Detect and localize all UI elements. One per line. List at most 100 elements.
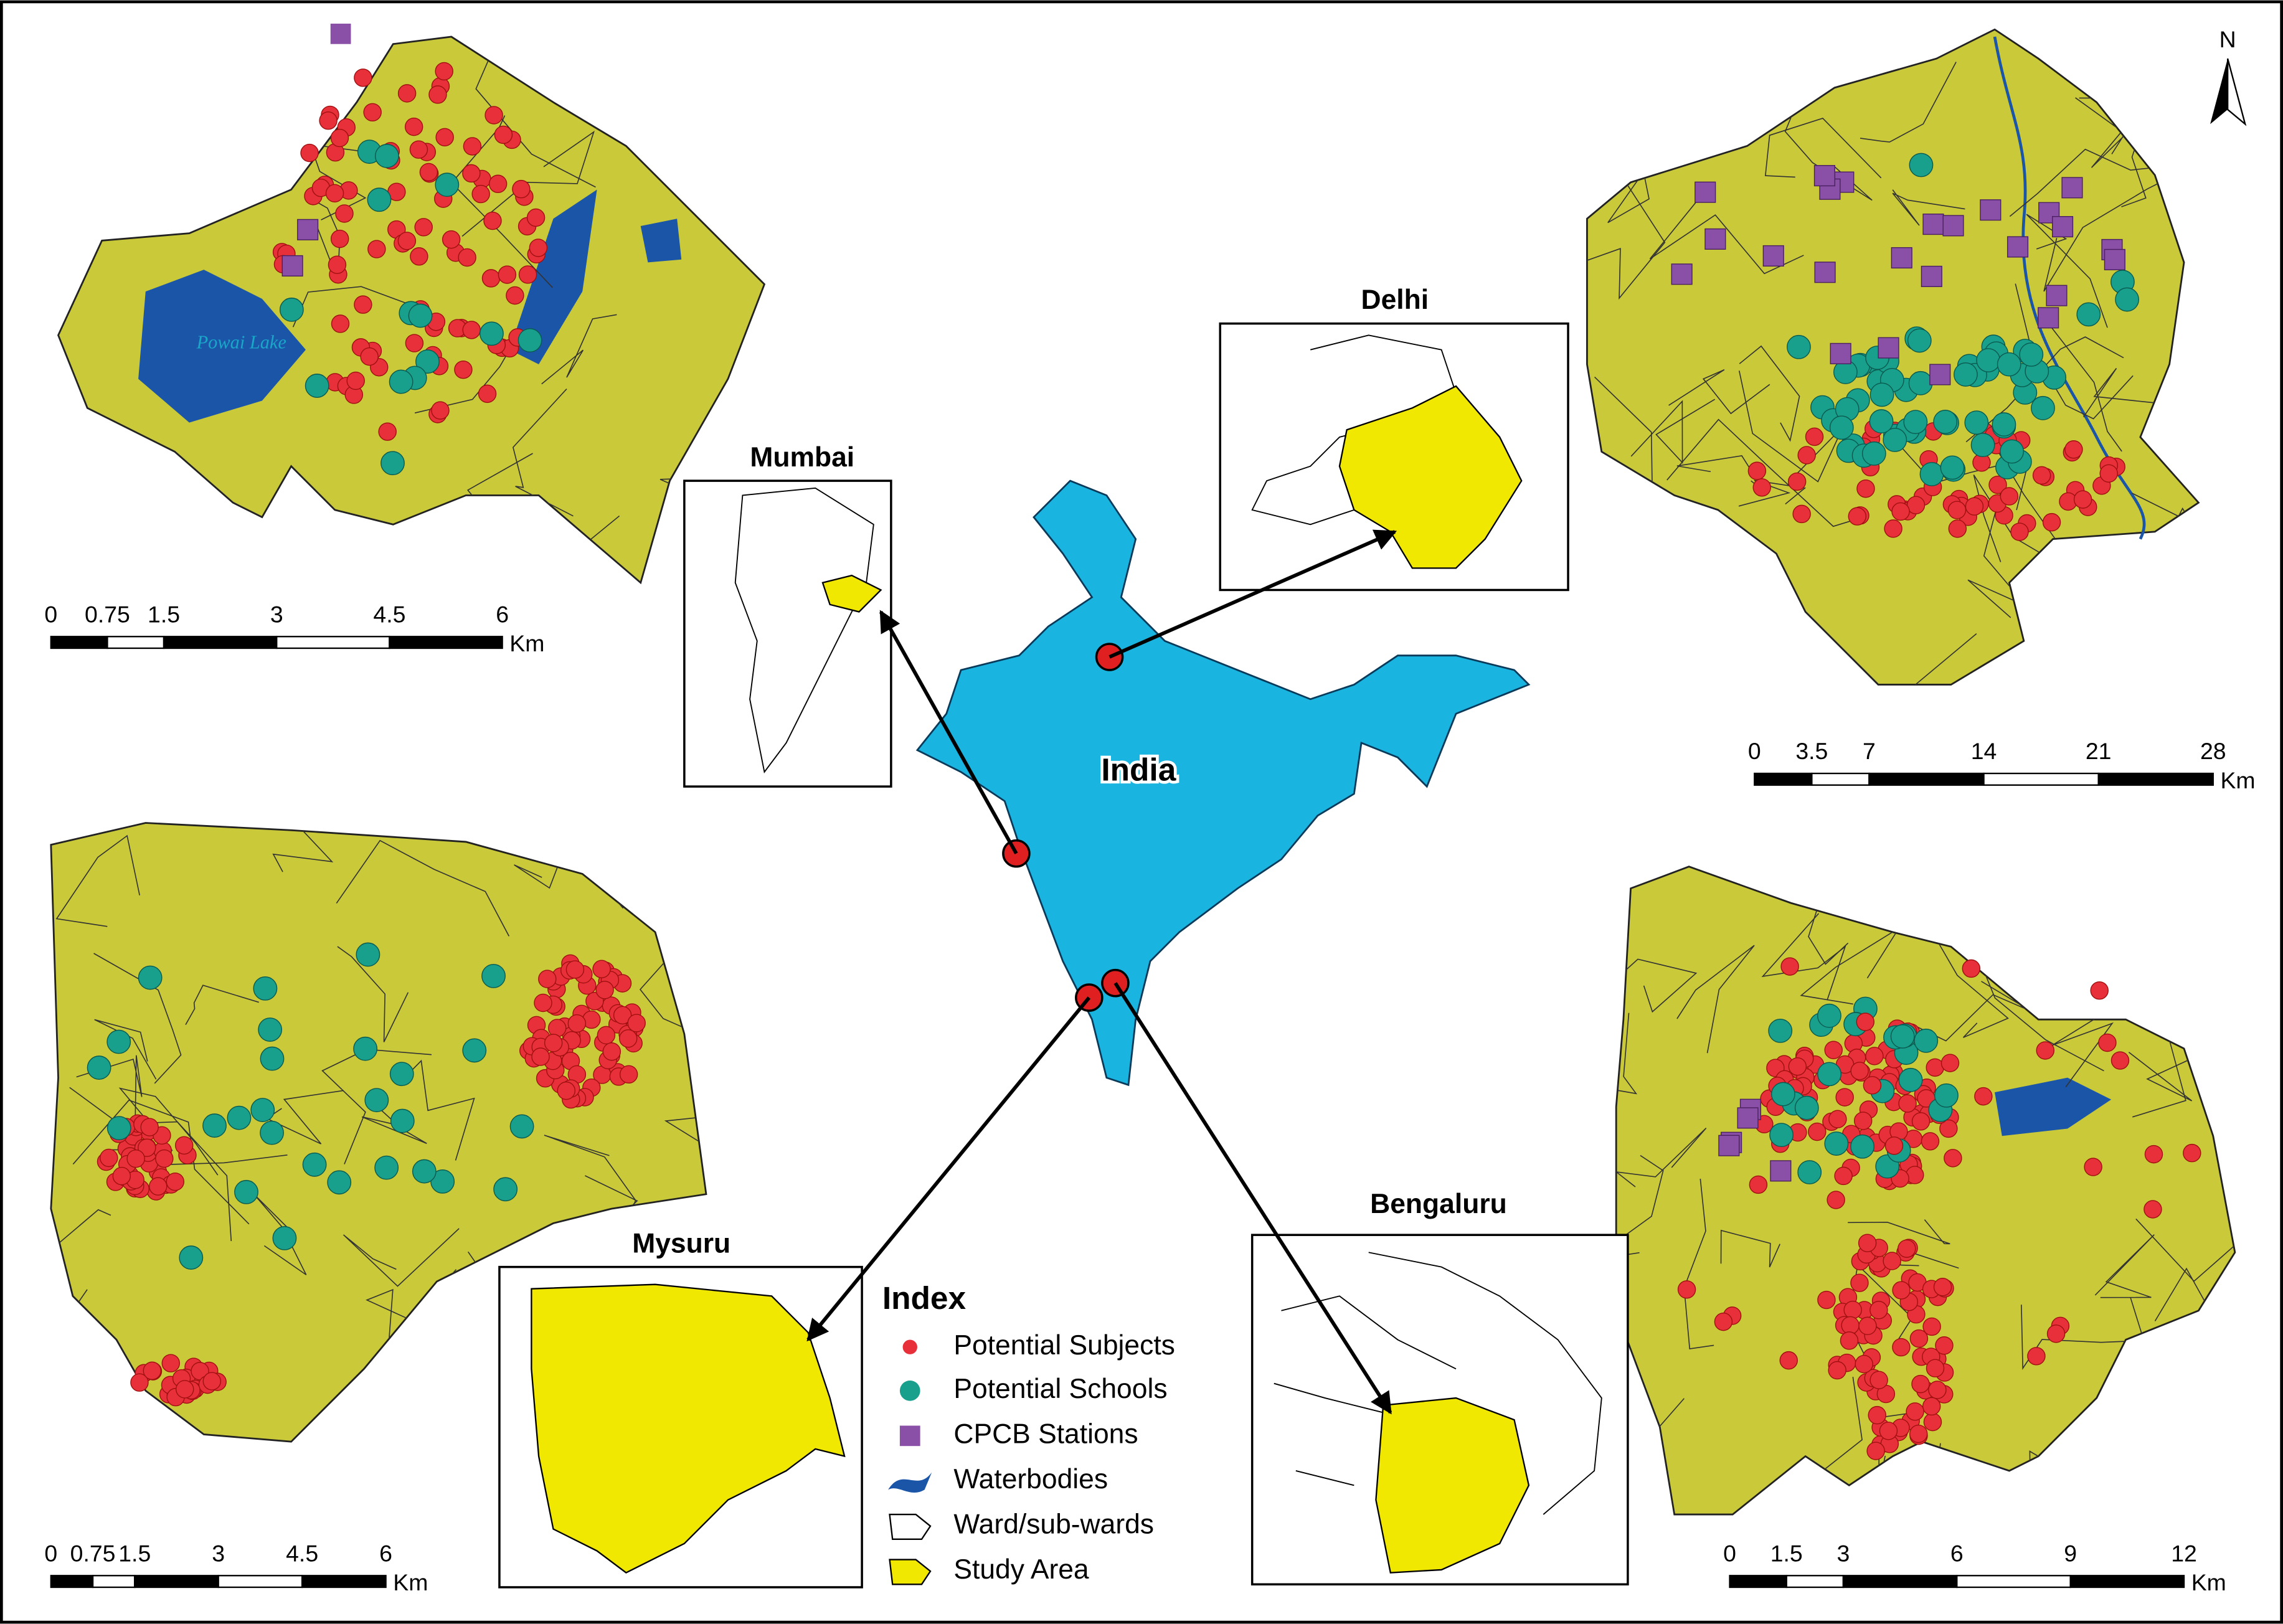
subject-point [1835, 1088, 1854, 1107]
subject-point [565, 960, 585, 979]
station-point [1878, 337, 1899, 359]
inset-title: Delhi [1361, 285, 1429, 315]
scale-segment [276, 636, 390, 649]
subject-point [1962, 959, 1981, 978]
ward-line [1850, 633, 1977, 685]
ward-line [337, 946, 409, 1042]
ward-line [1616, 1127, 1707, 1187]
subject-point [100, 1148, 118, 1168]
station-point [1737, 1107, 1759, 1129]
ward-line [1848, 1219, 1950, 1245]
subject-point [2027, 1347, 2046, 1366]
subject-point [478, 384, 497, 404]
subject-point [458, 248, 476, 267]
subject-point [602, 1042, 622, 1061]
mysuru-inset: Mysuru [498, 1228, 863, 1589]
scale-segment [1729, 1575, 1787, 1589]
school-point [227, 1105, 252, 1130]
subject-point [1892, 1281, 1911, 1300]
scale-segment [217, 1575, 303, 1589]
school-point [1797, 1160, 1822, 1184]
school-point [1869, 382, 1894, 407]
school-point [1770, 1082, 1795, 1107]
subject-point [462, 321, 481, 339]
scale-segment [301, 1575, 387, 1589]
subject-point [1850, 1273, 1869, 1292]
subject-point [2098, 1033, 2117, 1052]
subject-point [2036, 1041, 2055, 1060]
school-point [1824, 1131, 1849, 1156]
school-point [1934, 1083, 1959, 1108]
school-point [1933, 410, 1958, 434]
scale-label: 21 [2086, 738, 2112, 764]
scale-label: 28 [2200, 738, 2226, 764]
scale-label: 3 [270, 601, 283, 627]
scale-label: 0 [1748, 738, 1761, 764]
subject-point [319, 111, 338, 130]
scale-label: 4.5 [286, 1540, 318, 1566]
subject-point [1909, 1329, 1929, 1348]
scale-segment [1983, 772, 2099, 786]
subject-point [1898, 1239, 1916, 1258]
ward-line [1666, 418, 1868, 527]
school-point [389, 369, 414, 394]
subject-point [1923, 1412, 1942, 1432]
ward-line [1973, 474, 2074, 574]
subject-point [175, 1380, 194, 1399]
station-point [1814, 262, 1836, 283]
scale-segment [1811, 772, 1870, 786]
legend-symbol [899, 1425, 920, 1447]
school-point [260, 1120, 284, 1145]
subject-point [454, 360, 473, 379]
ward-line [1922, 915, 2009, 1038]
school-point [415, 349, 440, 374]
subject-point [1898, 1094, 1917, 1113]
subject-point [529, 238, 548, 257]
subject-point [1817, 1290, 1836, 1310]
subject-point [597, 1026, 616, 1045]
subject-point [397, 84, 417, 103]
scale-label: 0.75 [85, 601, 130, 627]
ward-line [2135, 1209, 2235, 1282]
subject-point [2084, 1158, 2102, 1176]
school-point [1964, 410, 1989, 435]
subject-point [1921, 1132, 1940, 1151]
school-point [253, 976, 278, 1001]
subject-point [149, 1177, 168, 1196]
station-point [297, 219, 319, 240]
subject-point [592, 960, 611, 978]
subject-point [360, 347, 379, 366]
subject-point [328, 255, 347, 274]
school-point [364, 1088, 389, 1113]
scale-segment [1868, 772, 1985, 786]
legend-title: Index [882, 1280, 967, 1316]
subject-point [397, 232, 417, 250]
subject-point [2110, 1051, 2130, 1070]
scale-label: 3 [212, 1540, 225, 1566]
ward-line [55, 834, 141, 927]
station-point [330, 23, 351, 44]
school-point [138, 965, 163, 990]
legend-symbol [889, 1513, 932, 1541]
subject-point [1752, 478, 1772, 497]
station-point [2104, 248, 2125, 270]
station-point [2038, 307, 2059, 329]
scale-label: 3 [1837, 1540, 1850, 1566]
ward-line [2131, 493, 2199, 600]
station-point [2006, 236, 2029, 258]
subject-point [483, 211, 502, 230]
subject-point [325, 184, 344, 203]
school-point [305, 374, 329, 398]
school-point [374, 144, 399, 168]
subject-point [138, 1138, 156, 1157]
ward-line [1676, 945, 1755, 1054]
subject-point [618, 1029, 638, 1048]
subject-point [1906, 1402, 1924, 1421]
india-outline [915, 479, 1531, 1087]
subject-point [595, 981, 614, 999]
subject-point [1868, 1405, 1886, 1425]
subject-point [1788, 1057, 1807, 1076]
school-point [493, 1177, 518, 1202]
subject-point [462, 164, 481, 183]
